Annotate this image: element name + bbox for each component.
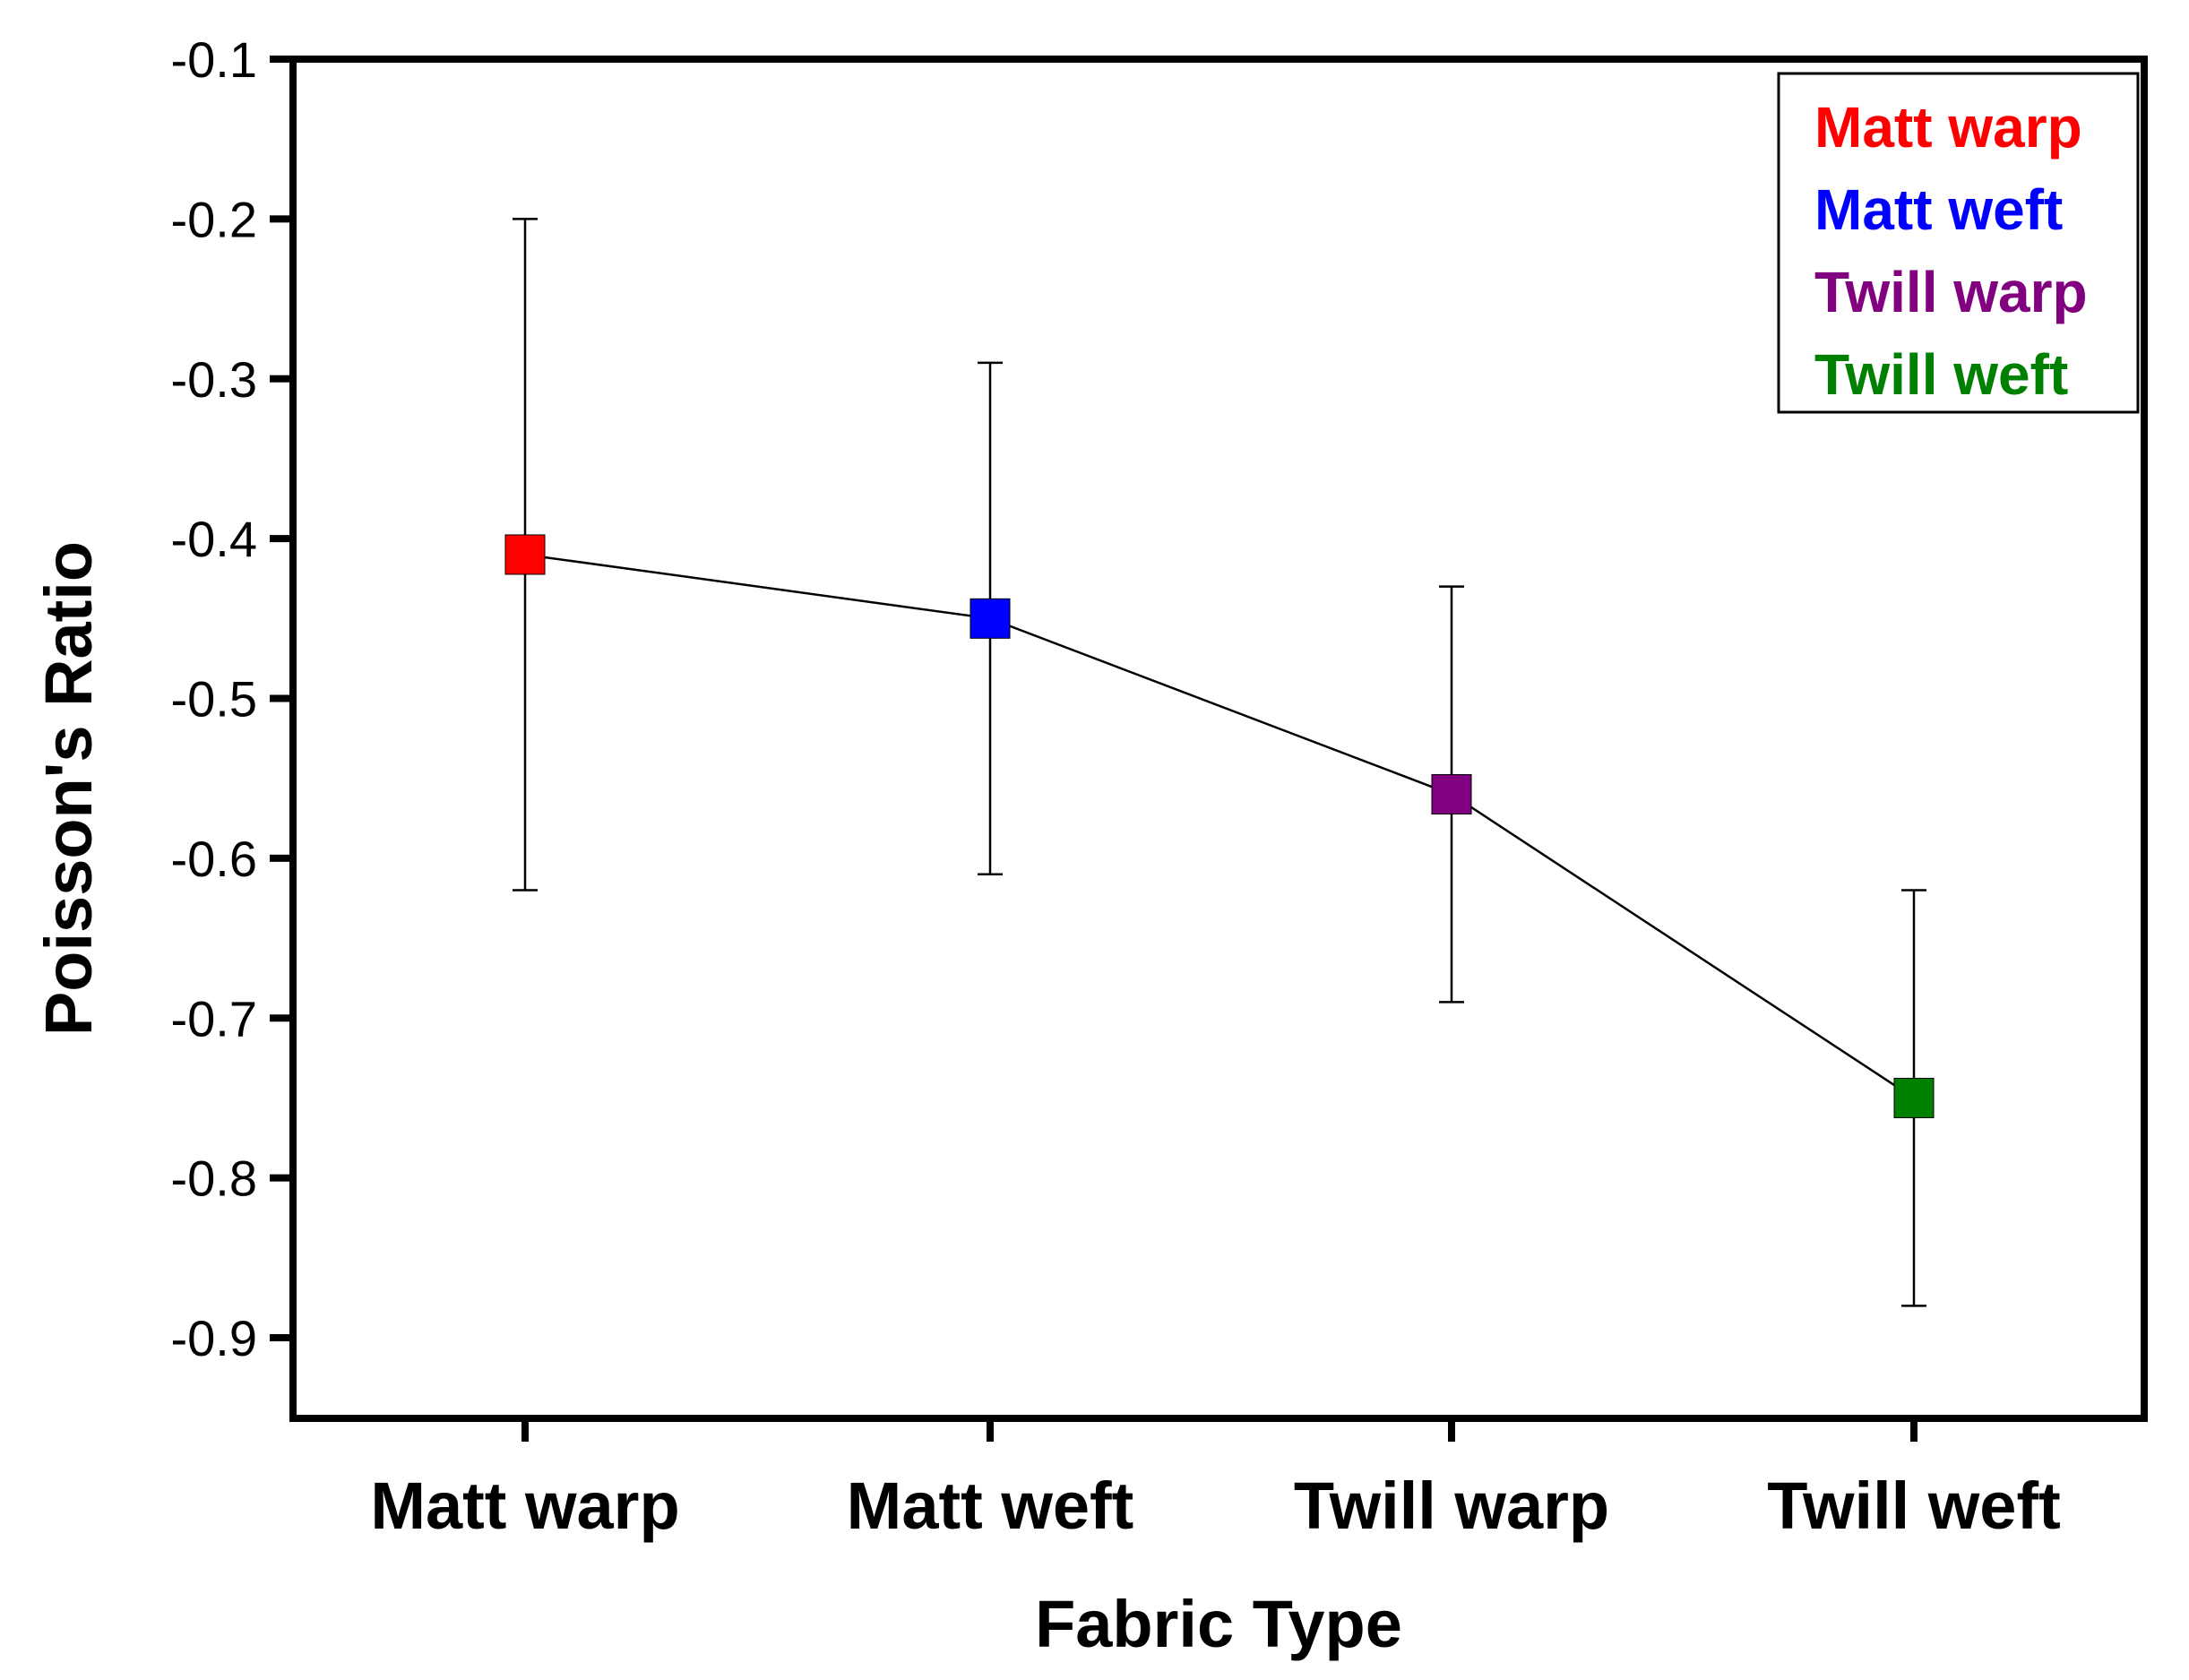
x-axis-title: Fabric Type bbox=[1035, 1587, 1402, 1661]
x-tick-label: Matt warp bbox=[370, 1469, 679, 1543]
y-axis-title: Poisson's Ratio bbox=[31, 541, 106, 1036]
plot-frame bbox=[289, 56, 2148, 1422]
y-tick-label: -0.9 bbox=[171, 1310, 258, 1366]
legend: Matt warp Matt weft Twill warp Twill weft bbox=[1777, 72, 2140, 414]
x-tick-label: Matt weft bbox=[847, 1469, 1134, 1543]
legend-entry: Matt warp bbox=[1814, 95, 2082, 159]
data-series bbox=[504, 218, 1935, 1307]
legend-entry: Twill warp bbox=[1814, 260, 2088, 324]
x-tick-label: Twill warp bbox=[1294, 1469, 1609, 1543]
y-tick-label: -0.8 bbox=[171, 1150, 258, 1207]
data-point-marker bbox=[970, 598, 1011, 639]
y-axis: -0.1 -0.2 -0.3 -0.4 -0.5 -0.6 -0.7 -0.8 -0.9 bbox=[171, 31, 293, 1366]
y-tick-label: -0.3 bbox=[171, 351, 258, 408]
series-line bbox=[524, 553, 1915, 1099]
legend-entry: Twill weft bbox=[1814, 342, 2068, 407]
x-axis: Matt warp Matt weft Twill warp Twill weft bbox=[370, 1418, 2061, 1543]
legend-box bbox=[1777, 72, 2140, 414]
y-tick-label: -0.5 bbox=[171, 671, 258, 728]
y-tick-label: -0.4 bbox=[171, 511, 258, 567]
y-tick-label: -0.1 bbox=[171, 31, 258, 88]
data-point-marker bbox=[504, 534, 546, 575]
data-point-marker bbox=[1893, 1077, 1935, 1118]
y-tick-label: -0.6 bbox=[171, 831, 258, 887]
data-point-marker bbox=[1431, 774, 1472, 815]
y-tick-label: -0.2 bbox=[171, 191, 258, 247]
y-tick-label: -0.7 bbox=[171, 990, 258, 1047]
x-tick-label: Twill weft bbox=[1767, 1469, 2061, 1543]
legend-entry: Matt weft bbox=[1814, 177, 2063, 242]
